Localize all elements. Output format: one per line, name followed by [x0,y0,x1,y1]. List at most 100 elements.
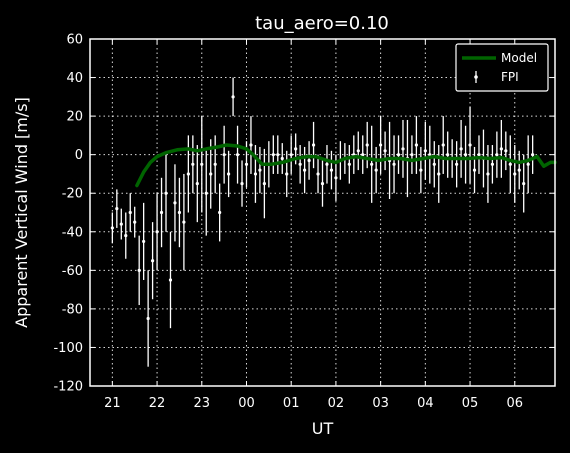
fpi-point [119,222,123,226]
fpi-point [218,210,222,215]
fpi-point [477,153,481,157]
x-tick-label: 01 [283,396,300,411]
fpi-point [155,230,159,234]
fpi-point [168,278,173,282]
fpi-point [285,172,289,176]
axis-ticks: 21 22 23 00 01 02 03 04 05 06 -120 -100 -80 -60 -40 -20… [53,33,555,411]
plot-data [110,77,557,367]
fpi-point [334,176,338,180]
fpi-point [133,220,137,224]
fpi-point [303,168,307,172]
x-tick-label: 05 [462,396,479,411]
fpi-point [204,191,208,195]
fpi-point [182,220,186,224]
fpi-point [401,147,405,151]
fpi-point [186,172,190,176]
chart-title: tau_aero=0.10 [255,13,389,34]
fpi-point [419,168,423,172]
fpi-point [146,316,150,321]
fpi-point [195,181,199,186]
fpi-point [124,234,128,238]
y-tick-label: -60 [62,264,83,279]
fpi-point [495,153,499,157]
fpi-point [294,147,298,151]
fpi-point [513,172,517,176]
fpi-point [396,153,401,157]
fpi-point [499,147,503,151]
fpi-point [522,181,526,186]
fpi-point [316,172,320,176]
fpi-point [414,143,418,147]
y-tick-label: 0 [75,148,83,163]
x-axis-title: UT [312,419,334,438]
fpi-point [173,201,177,205]
fpi-point [276,153,280,157]
fpi-point [374,168,378,172]
fpi-point [262,181,266,186]
fpi-point [379,143,383,147]
legend-fpi-label: FPI [501,70,519,84]
fpi-point [441,143,445,147]
x-tick-label: 06 [506,396,523,411]
fpi-point [311,143,316,147]
fpi-point [280,156,284,161]
y-tick-label: -100 [53,341,83,356]
fpi-point [517,168,521,172]
fpi-point [455,162,459,166]
fpi-point [200,162,204,166]
x-tick-label: 21 [104,396,121,411]
fpi-point [150,259,155,263]
fpi-point [240,181,244,186]
fpi-point [531,153,535,157]
x-tick-label: 02 [328,396,345,411]
fpi-point [472,168,477,172]
fpi-point [177,210,182,215]
fpi-point [468,143,472,147]
fpi-point [486,172,490,176]
fpi-point [164,191,168,195]
fpi-point [490,162,495,166]
y-tick-label: -80 [62,302,83,317]
y-axis-title: Apparent Vertical Wind [m/s] [12,97,31,328]
x-tick-label: 04 [417,396,434,411]
legend-box [455,43,549,92]
legend: Model FPI [455,43,549,92]
fpi-point [137,268,141,272]
fpi-point [253,172,258,176]
legend-model-label: Model [501,51,537,65]
fpi-point [231,95,235,99]
y-tick-label: -120 [53,380,83,395]
fpi-point [320,181,325,186]
plot-frame [89,38,556,387]
fpi-point [142,239,146,244]
fpi-point [222,153,226,157]
fpi-point [356,149,360,153]
fpi-point [249,143,253,147]
fpi-point [298,162,302,166]
fpi-point [432,162,436,166]
fpi-point [159,210,164,215]
y-tick-label: -20 [62,187,83,202]
fpi-point [361,153,365,157]
y-tick-label: 60 [66,33,83,48]
fpi-point [383,149,387,153]
fpi-point [446,153,450,157]
fpi-point [329,168,334,172]
fpi-point [392,162,396,166]
legend-fpi-swatch [474,71,478,83]
fpi-point [115,207,119,211]
fpi-point [258,168,262,172]
x-tick-label: 23 [194,396,211,411]
y-tick-label: 40 [66,71,83,86]
fpi-point [508,162,512,166]
fpi-point [423,149,427,153]
x-tick-label: 22 [149,396,166,411]
fpi-point [209,172,213,176]
fpi-point [437,172,441,176]
fpi-point [244,162,249,166]
fpi-point [235,153,240,157]
x-tick-label: 03 [372,396,389,411]
fpi-point [271,153,275,157]
fpi-point [191,162,195,166]
